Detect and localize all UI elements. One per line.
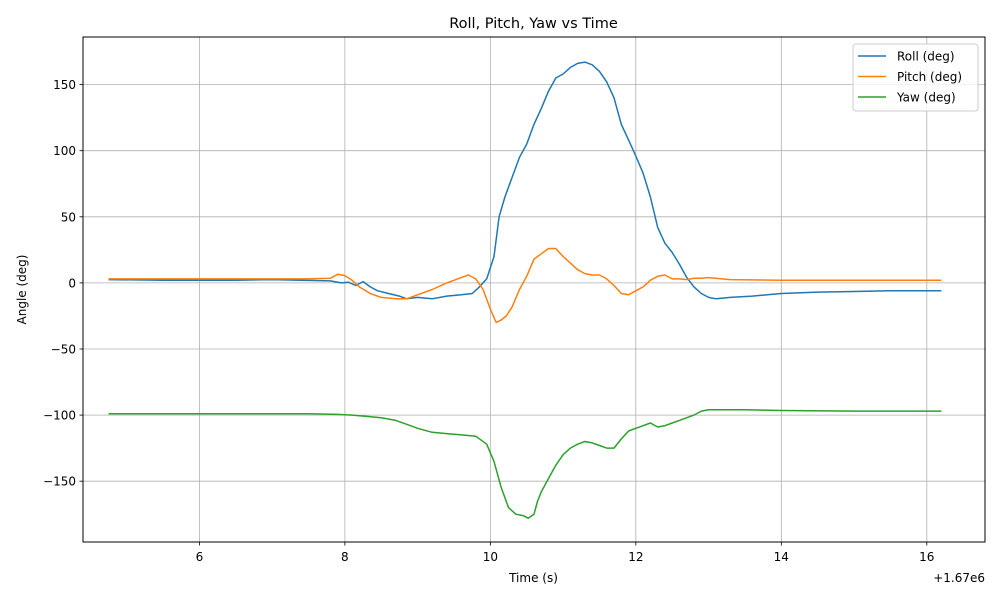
legend-label-roll: Roll (deg): [897, 50, 955, 64]
x-tick-label: 12: [628, 550, 643, 564]
y-tick-label: 100: [53, 144, 76, 158]
x-tick-label: 10: [483, 550, 498, 564]
y-tick-label: 50: [61, 210, 76, 224]
y-tick-label: −100: [43, 409, 76, 423]
x-tick-label: 8: [341, 550, 349, 564]
legend-label-pitch: Pitch (deg): [897, 70, 962, 84]
y-tick-label: 0: [68, 276, 76, 290]
legend-box: [852, 43, 979, 112]
y-axis-label: Angle (deg): [15, 255, 29, 325]
grid: [83, 37, 985, 542]
y-tick-label: −50: [51, 342, 76, 356]
y-axis-ticks: −150 −100 −50 0 50 100 150: [43, 78, 83, 489]
chart-title: Roll, Pitch, Yaw vs Time: [449, 16, 618, 32]
x-tick-label: 14: [774, 550, 789, 564]
y-tick-label: −150: [43, 475, 76, 489]
x-axis-label: Time (s): [508, 571, 558, 585]
series-line-yaw: [108, 409, 942, 519]
y-tick-label: 150: [53, 78, 76, 92]
x-tick-label: 16: [919, 550, 934, 564]
series-lines: [108, 61, 942, 519]
series-line-roll: [108, 61, 942, 300]
legend-label-yaw: Yaw (deg): [896, 91, 956, 105]
x-axis-ticks: 6 8 10 12 14 16: [196, 542, 934, 564]
series-line-pitch: [108, 247, 942, 324]
x-tick-label: 6: [196, 550, 204, 564]
legend: Roll (deg) Pitch (deg) Yaw (deg): [852, 43, 979, 112]
x-offset-label: +1.67e6: [933, 571, 985, 585]
plot-frame: [82, 36, 986, 543]
